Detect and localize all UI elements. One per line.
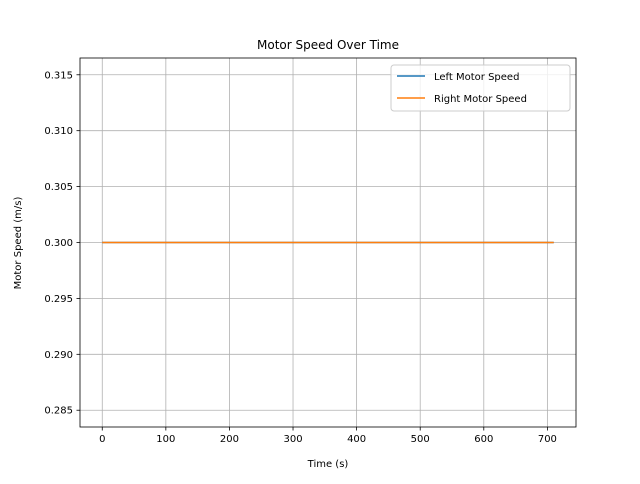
x-tick-label: 700 <box>538 434 557 445</box>
y-axis-label: Motor Speed (m/s) <box>13 197 24 290</box>
x-tick-label: 300 <box>283 434 302 445</box>
y-axis-ticks: 0.285 0.290 0.295 0.300 0.305 0.310 0.315 <box>44 70 80 417</box>
x-axis-label: Time (s) <box>307 459 349 470</box>
legend-box <box>390 64 571 112</box>
chart-title: Motor Speed Over Time <box>257 38 399 52</box>
y-tick-label: 0.300 <box>44 238 73 249</box>
legend: Left Motor Speed Right Motor Speed <box>390 64 571 112</box>
y-tick-label: 0.305 <box>44 182 73 193</box>
grid <box>80 58 576 427</box>
y-tick-label: 0.290 <box>44 350 73 361</box>
y-tick-label: 0.295 <box>44 294 73 305</box>
y-tick-label: 0.310 <box>44 126 73 137</box>
x-tick-label: 400 <box>347 434 366 445</box>
x-axis-ticks: 0 100 200 300 400 500 600 700 <box>99 427 557 445</box>
x-tick-label: 200 <box>220 434 239 445</box>
y-tick-label: 0.315 <box>44 70 73 81</box>
x-tick-label: 0 <box>99 434 105 445</box>
x-tick-label: 500 <box>411 434 430 445</box>
x-tick-label: 600 <box>474 434 493 445</box>
y-tick-label: 0.285 <box>44 406 73 417</box>
legend-label-left-motor-speed: Left Motor Speed <box>434 72 519 83</box>
x-tick-label: 100 <box>156 434 175 445</box>
legend-label-right-motor-speed: Right Motor Speed <box>434 94 527 105</box>
